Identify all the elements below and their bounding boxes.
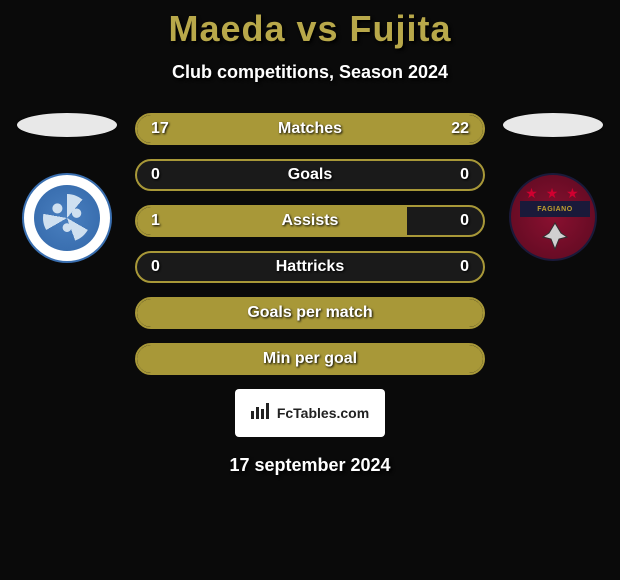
player-left-ellipse: [17, 113, 117, 137]
main-row: 1722Matches 00Goals 10Assists 00Hattricks Go…: [0, 113, 620, 375]
team-badge-left-inner: [34, 185, 100, 251]
page-subtitle: Club competitions, Season 2024: [172, 62, 448, 83]
stat-row: 10Assists: [135, 205, 485, 237]
stat-label: Assists: [137, 212, 483, 230]
stat-row: Goals per match: [135, 297, 485, 329]
right-side-column: ★ ★ ★ FAGIANO: [503, 113, 603, 261]
team-badge-right: ★ ★ ★ FAGIANO: [509, 173, 597, 261]
stat-label: Hattricks: [137, 258, 483, 276]
left-side-column: [17, 113, 117, 263]
team-badge-right-stars-icon: ★ ★ ★: [511, 185, 595, 202]
team-badge-right-banner: FAGIANO: [520, 201, 590, 217]
stat-row: 00Goals: [135, 159, 485, 191]
page-title: Maeda vs Fujita: [168, 8, 451, 50]
player-right-ellipse: [503, 113, 603, 137]
stat-label: Goals: [137, 166, 483, 184]
fctables-logo[interactable]: FcTables.com: [235, 389, 385, 437]
team-badge-left-swirl-icon: [43, 194, 91, 242]
stat-row: 1722Matches: [135, 113, 485, 145]
chart-icon: [251, 403, 271, 424]
fctables-logo-text: FcTables.com: [277, 405, 369, 421]
team-badge-left: [22, 173, 112, 263]
infographic-container: Maeda vs Fujita Club competitions, Seaso…: [0, 0, 620, 476]
stat-row: Min per goal: [135, 343, 485, 375]
stat-label: Min per goal: [137, 350, 483, 368]
stat-label: Matches: [137, 120, 483, 138]
date-text: 17 september 2024: [229, 455, 390, 476]
team-badge-right-bird-icon: [539, 219, 571, 251]
stat-row: 00Hattricks: [135, 251, 485, 283]
stats-column: 1722Matches 00Goals 10Assists 00Hattricks Go…: [135, 113, 485, 375]
stat-label: Goals per match: [137, 304, 483, 322]
